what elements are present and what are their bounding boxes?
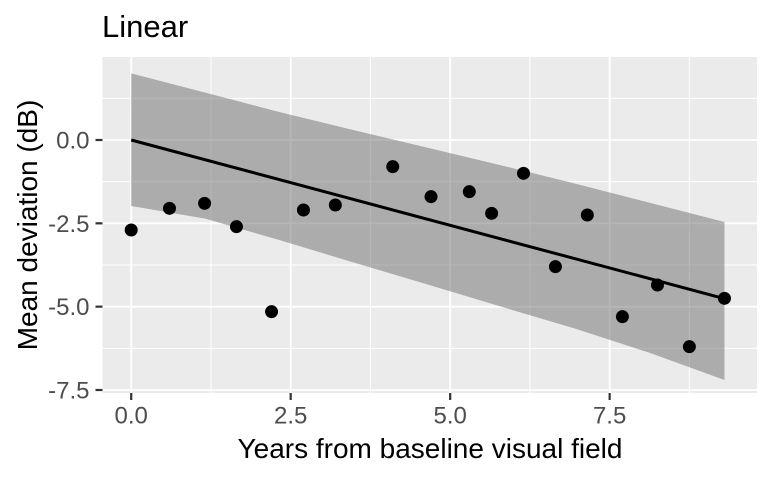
data-point <box>229 220 243 234</box>
data-point <box>462 185 476 199</box>
data-point <box>517 166 531 180</box>
data-point <box>548 260 562 274</box>
data-point <box>717 291 731 305</box>
confidence-ribbon <box>131 73 725 380</box>
data-point <box>485 206 499 220</box>
y-tick-label: 0.0 <box>56 128 89 155</box>
x-tick-label: 7.5 <box>593 403 626 430</box>
plot-title: Linear <box>102 9 188 44</box>
x-tick-label: 0.0 <box>115 403 148 430</box>
x-axis-title: Years from baseline visual field <box>238 433 623 464</box>
y-axis-title: Mean deviation (dB) <box>12 100 43 351</box>
data-point <box>198 196 212 210</box>
data-point <box>162 201 176 215</box>
data-point <box>615 310 629 324</box>
data-point <box>265 305 279 319</box>
y-tick-label: -2.5 <box>48 211 89 238</box>
data-point <box>296 203 310 217</box>
data-point <box>328 198 342 212</box>
regression-line <box>130 138 725 301</box>
plot-panel: 0.0 2.5 5.0 7.5 0.0 -2.5 -5.0 -7.5 <box>48 57 757 430</box>
data-point <box>650 278 664 292</box>
y-tick-label: -5.0 <box>48 294 89 321</box>
data-point <box>386 160 400 174</box>
y-tick-label: -7.5 <box>48 378 89 405</box>
x-tick-label: 5.0 <box>433 403 466 430</box>
data-point <box>580 208 594 222</box>
x-tick-label: 2.5 <box>274 403 307 430</box>
data-point <box>424 190 438 204</box>
data-point <box>682 340 696 354</box>
data-point <box>124 223 138 237</box>
